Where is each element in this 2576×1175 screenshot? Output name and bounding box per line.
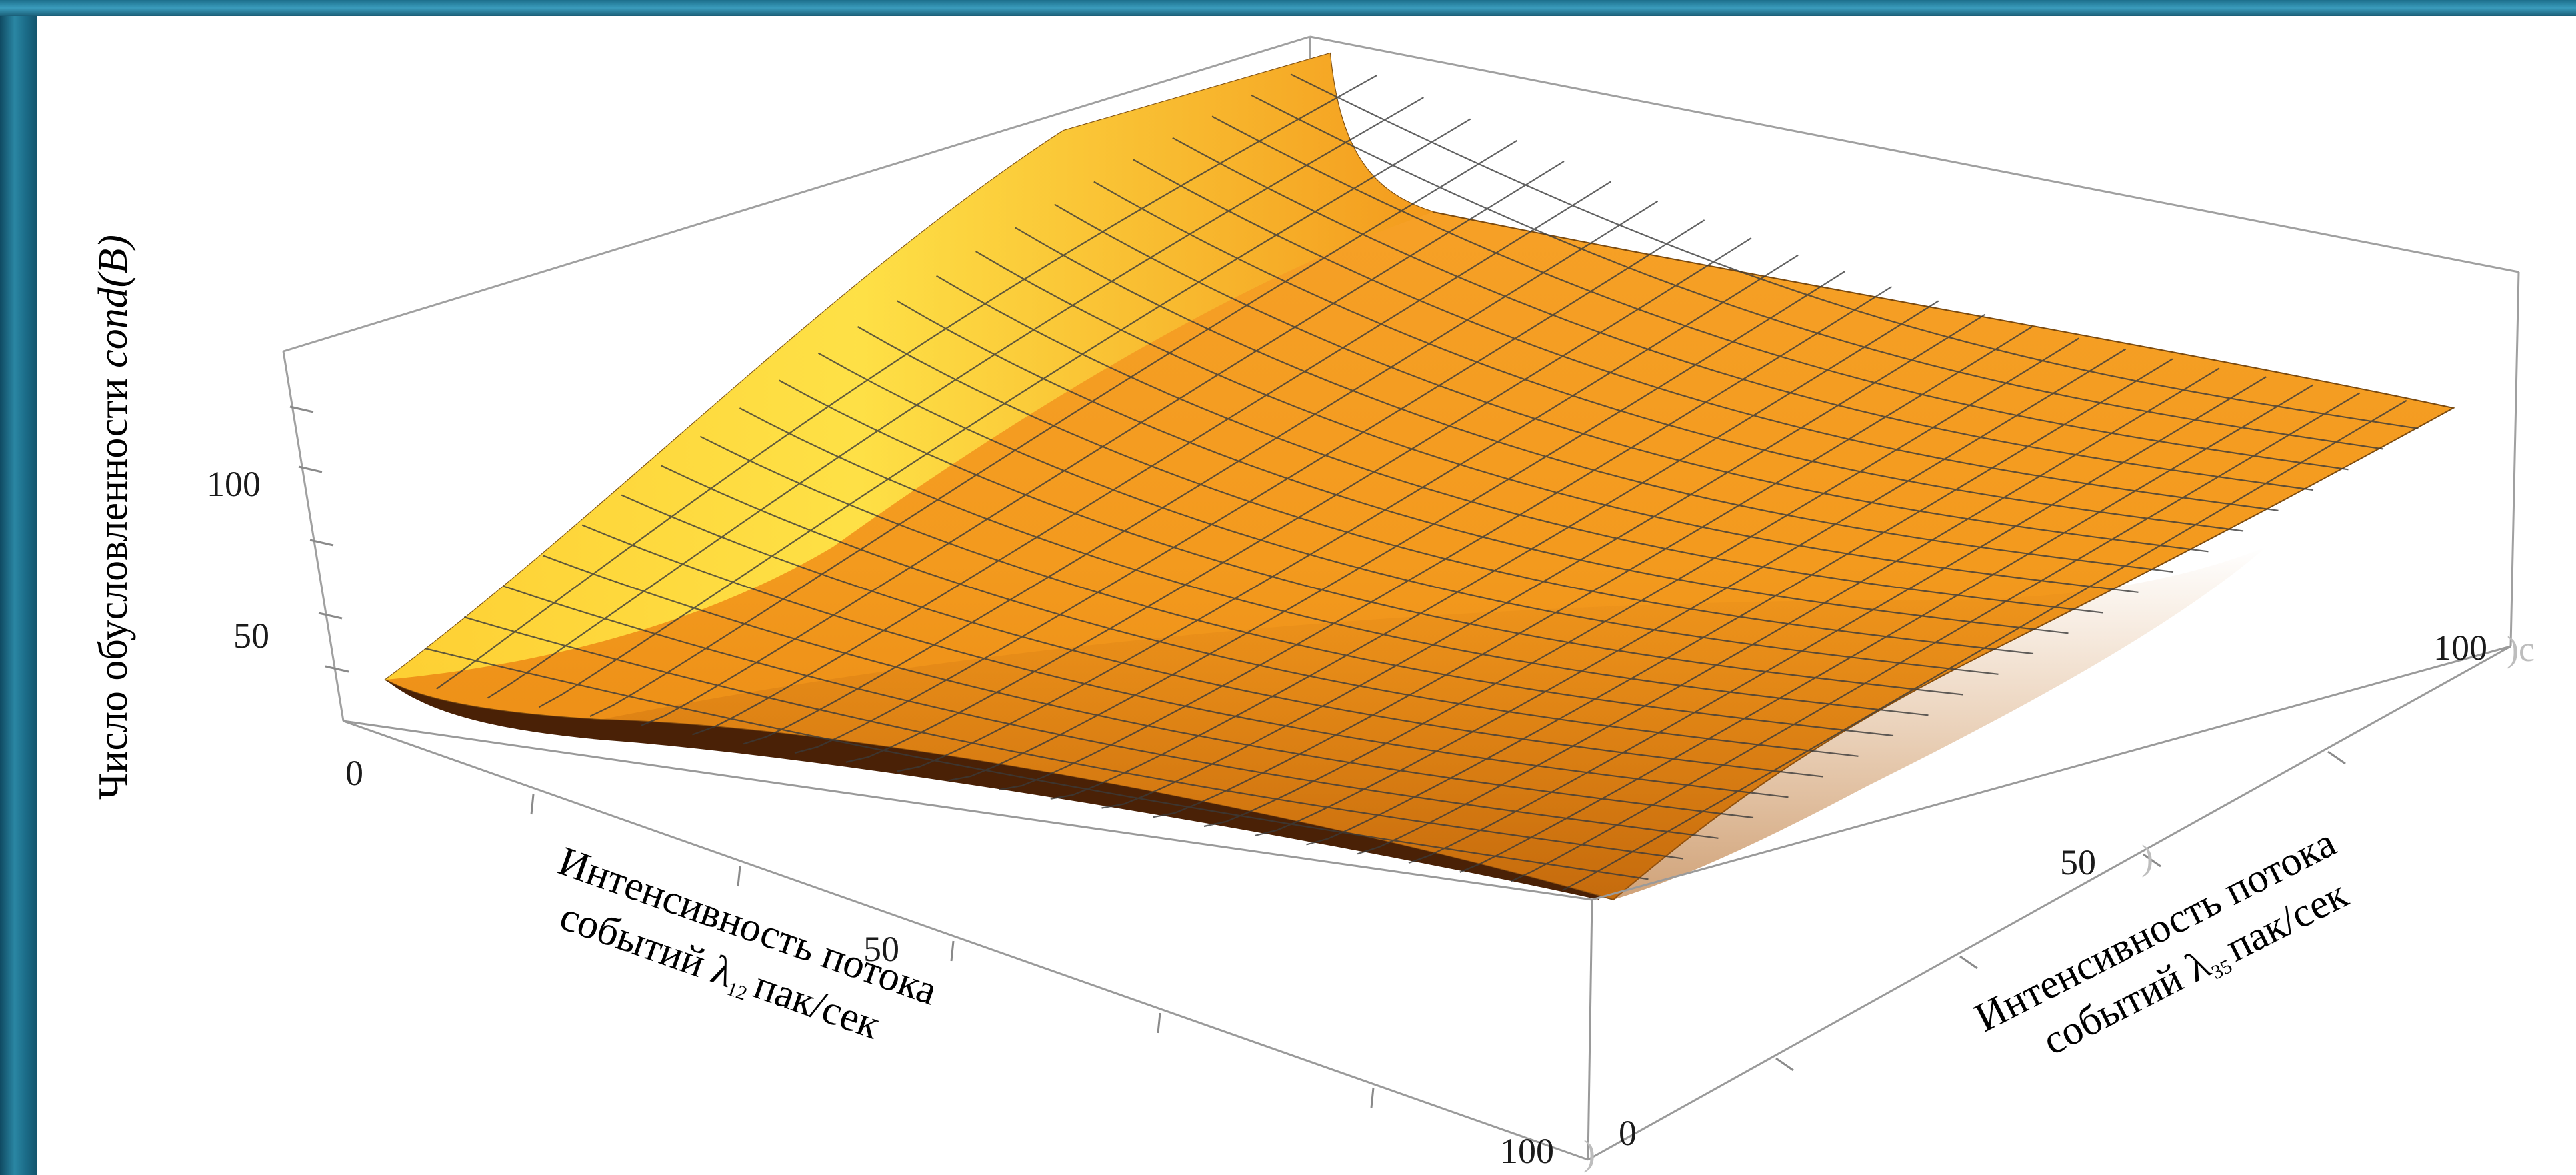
surface-ridge-highlight (385, 53, 1433, 680)
mesh-line-v (857, 326, 2034, 655)
mesh-line-v (1172, 137, 2314, 491)
mesh-line-v (424, 647, 1649, 880)
mesh-line-v (1015, 227, 2174, 573)
mesh-line-v (699, 435, 1894, 737)
x-tick-100: 100 (1500, 1131, 1554, 1171)
mesh-line-v (1054, 203, 2209, 553)
mesh-line-v (463, 616, 1684, 860)
z-axis-label: Число обусловленности cond(B) (91, 235, 136, 800)
mesh-line-v (739, 407, 1929, 716)
surface-mesh (424, 73, 2419, 892)
z-tick-50: 50 (233, 616, 269, 656)
y-axis-label: Интенсивность потока событий λ35пак/сек (1968, 820, 2355, 1064)
x-tick-100-suffix-glyph: ) (1583, 1133, 1595, 1173)
y-tick-0: 0 (1619, 1113, 1637, 1153)
surface-front-wall (385, 680, 1600, 900)
mesh-line-v (621, 494, 1824, 778)
bounding-box-front (343, 645, 2511, 1161)
mesh-line-v (1251, 94, 2384, 450)
mesh-line-v (581, 524, 1789, 798)
mesh-line-v (1133, 159, 2279, 511)
y-tick-100-suffix-glyph: )c (2507, 629, 2535, 669)
mesh-line-v (1211, 115, 2349, 471)
mesh-line-v (975, 251, 2139, 593)
mesh-line-v (778, 379, 1964, 696)
surface-shadow-band (600, 547, 2267, 900)
z-tick-100: 100 (207, 464, 261, 504)
mesh-line-v (817, 352, 1999, 675)
mesh-line-v (542, 555, 1754, 819)
y-tick-50: 50 (2060, 842, 2096, 882)
mesh-line-v (1093, 181, 2244, 532)
mesh-line-v (503, 585, 1719, 839)
x-tick-50: 50 (863, 929, 899, 969)
mesh-line-v (896, 300, 2069, 634)
axis-ticks (289, 405, 2346, 1108)
y-tick-50-suffix-glyph: ) (2141, 838, 2153, 878)
y-tick-100: 100 (2433, 628, 2487, 668)
mesh-line-v (660, 465, 1859, 757)
surface (384, 52, 2455, 901)
x-tick-0: 0 (345, 753, 363, 793)
mesh-line-v (1290, 73, 2419, 429)
window-top-bar (0, 0, 2576, 16)
mesh-line-v (936, 275, 2104, 614)
